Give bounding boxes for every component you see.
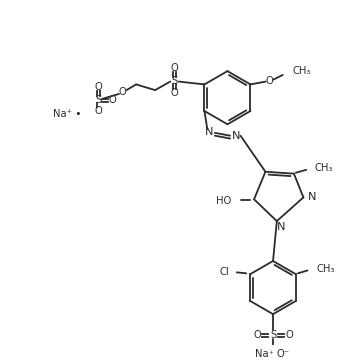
Text: O⁻: O⁻ <box>277 349 290 359</box>
Text: CH₃: CH₃ <box>315 163 333 173</box>
Text: O: O <box>119 87 127 97</box>
Text: N: N <box>277 222 286 232</box>
Text: Na: Na <box>255 349 268 359</box>
Text: O: O <box>170 88 178 98</box>
Text: Na⁺: Na⁺ <box>53 109 72 119</box>
Text: •: • <box>75 109 81 119</box>
Text: ⁺: ⁺ <box>268 350 273 359</box>
Text: O: O <box>266 76 273 86</box>
Text: HO: HO <box>216 196 231 206</box>
Text: S: S <box>171 76 177 86</box>
Text: CH₃: CH₃ <box>317 264 335 274</box>
Text: O: O <box>94 82 102 92</box>
Text: N: N <box>205 127 213 137</box>
Text: S: S <box>270 330 276 340</box>
Text: Cl: Cl <box>219 267 229 277</box>
Text: CH₃: CH₃ <box>292 66 311 76</box>
Text: N: N <box>308 192 316 202</box>
Text: S: S <box>95 95 101 105</box>
Text: O: O <box>253 330 261 340</box>
Text: O: O <box>170 63 178 73</box>
Text: O: O <box>94 106 102 116</box>
Text: N: N <box>231 131 240 141</box>
Text: O: O <box>285 330 293 340</box>
Text: O: O <box>108 95 116 105</box>
